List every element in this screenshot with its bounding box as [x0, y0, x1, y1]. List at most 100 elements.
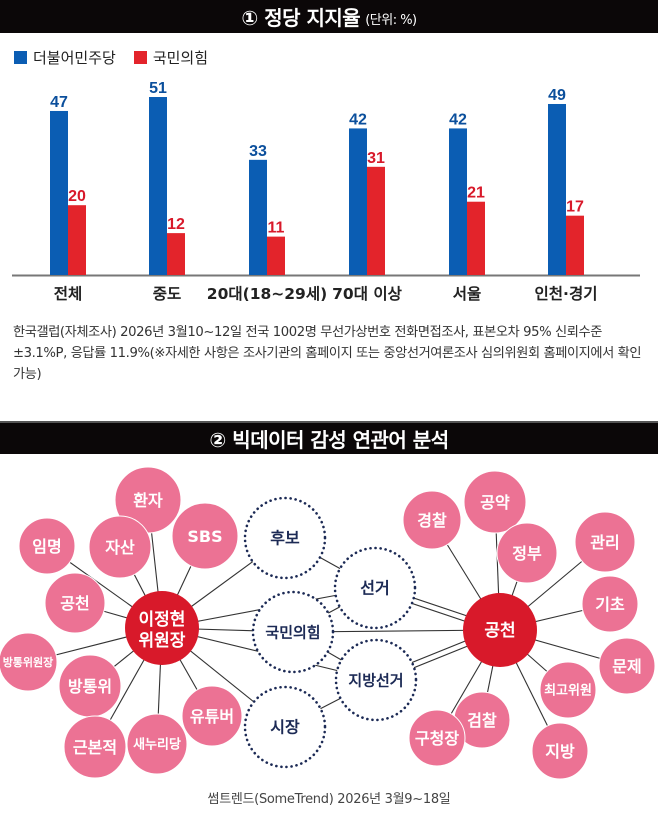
data-label-ppp: 21 — [467, 185, 485, 202]
survey-note: 한국갤럽(자체조사) 2026년 3월10~12일 전국 1002명 무선가상번… — [13, 325, 642, 382]
data-label-ppp: 31 — [367, 150, 385, 167]
right-term-node: 지방 — [531, 722, 589, 780]
section2-title: ② 빅데이터 감성 연관어 분석 — [209, 428, 449, 452]
left-term-node: 공천 — [44, 572, 106, 634]
bar-democratic — [50, 110, 68, 275]
term-circle — [171, 502, 239, 570]
shared-term-node: 지방선거 — [334, 638, 418, 722]
right-term-node: 최고위원 — [539, 661, 597, 719]
left-term-node: 방통위 — [58, 654, 122, 718]
data-label-ppp: 12 — [167, 216, 185, 233]
shared-term-label: 선거 — [360, 579, 389, 598]
term-label: 구청장 — [415, 729, 459, 748]
term-circle — [598, 637, 656, 695]
data-label-ppp: 20 — [68, 188, 86, 205]
data-label-democratic: 47 — [50, 94, 68, 111]
right-term-node: 문제 — [598, 637, 656, 695]
term-label: SBS — [187, 527, 222, 546]
term-label: 경찰 — [417, 511, 447, 530]
category-label: 중도 — [153, 285, 182, 303]
term-label: 기초 — [595, 595, 625, 614]
bar-democratic — [249, 159, 267, 275]
shared-term-node: 국민의힘 — [251, 590, 335, 674]
term-circle — [402, 490, 462, 550]
shared-term-circle — [334, 638, 418, 722]
data-label-ppp: 11 — [268, 220, 285, 237]
section2-title-bar: ② 빅데이터 감성 연관어 분석 — [0, 421, 658, 454]
term-label: 지방 — [545, 742, 575, 761]
shared-term-node: 선거 — [333, 546, 417, 630]
term-label: 정부 — [512, 544, 542, 563]
bar-chart: 47 20 전체 51 12 중도 33 11 20대(18~29세) 42 31 70대 이상 42 2… — [12, 80, 640, 303]
legend-label-democratic: 더불어민주당 — [33, 49, 116, 67]
term-label: 검찰 — [467, 711, 497, 730]
legend-swatch-ppp — [133, 51, 147, 64]
term-circle — [44, 572, 106, 634]
bar-ppp — [566, 215, 584, 275]
left-term-node: 방통위원장 — [0, 632, 58, 692]
legend-item-ppp: 국민의힘 — [133, 47, 209, 68]
right-term-node: 공약 — [463, 470, 527, 534]
term-label: 관리 — [590, 533, 619, 552]
term-label: 근본적 — [73, 738, 117, 757]
hub-label: 공천 — [484, 621, 515, 641]
data-label-ppp: 17 — [566, 199, 584, 216]
hub-label: 이정현 — [139, 610, 186, 630]
legend-swatch-democratic — [14, 51, 27, 64]
shared-term-circle — [251, 590, 335, 674]
shared-term-node: 시장 — [243, 685, 327, 769]
shared-term-label: 국민의힘 — [265, 624, 320, 642]
chart-legend: 더불어민주당 국민의힘 — [14, 47, 226, 68]
term-label: 임명 — [32, 537, 61, 556]
data-label-democratic: 51 — [149, 80, 167, 97]
hub-label: 위원장 — [139, 631, 186, 651]
bar-ppp — [68, 205, 86, 275]
category-label: 서울 — [453, 285, 482, 303]
legend-item-democratic: 더불어민주당 — [14, 47, 116, 68]
section1-title-bar: ① 정당 지지율 (단위: %) — [0, 0, 658, 33]
data-label-democratic: 33 — [249, 143, 267, 160]
right-term-node: 기초 — [581, 575, 639, 633]
term-label: 방통위원장 — [3, 655, 54, 669]
bar-ppp — [267, 236, 285, 275]
term-label: 환자 — [133, 491, 163, 510]
right-term-node: 검찰 — [453, 691, 511, 749]
term-label: 자산 — [105, 538, 135, 557]
data-label-democratic: 42 — [349, 111, 367, 128]
shared-term-circle — [243, 496, 327, 580]
term-circle — [496, 522, 558, 584]
term-circle — [581, 575, 639, 633]
hub-circle — [125, 591, 199, 665]
term-circle — [181, 685, 243, 747]
left-term-node: 임명 — [18, 517, 76, 575]
term-circle — [539, 661, 597, 719]
bar-ppp — [367, 166, 385, 275]
category-label: 인천·경기 — [535, 285, 598, 303]
right-term-node: 구청장 — [408, 709, 466, 767]
term-label: 공약 — [480, 493, 510, 512]
term-label: 최고위원 — [544, 684, 592, 699]
term-circle — [574, 511, 636, 573]
left-term-node: 자산 — [88, 515, 152, 579]
term-circle — [18, 517, 76, 575]
shared-term-label: 시장 — [270, 718, 300, 737]
term-label: 유튜버 — [190, 707, 234, 726]
left-term-node: 근본적 — [63, 715, 127, 779]
shared-term-circle — [333, 546, 417, 630]
category-label: 전체 — [54, 285, 83, 303]
data-label-democratic: 49 — [548, 87, 566, 104]
term-label: 새누리당 — [133, 737, 181, 753]
left-term-node: 유튜버 — [181, 685, 243, 747]
hub-circle — [463, 593, 537, 667]
bar-ppp — [467, 201, 485, 275]
data-label-democratic: 42 — [449, 111, 467, 128]
legend-label-ppp: 국민의힘 — [152, 49, 209, 67]
term-label: 방통위 — [68, 677, 112, 696]
bar-democratic — [548, 103, 566, 275]
left-term-node: SBS — [171, 502, 239, 570]
shared-term-label: 지방선거 — [348, 672, 403, 690]
bar-democratic — [449, 128, 467, 275]
category-label: 20대(18~29세) — [207, 285, 327, 303]
